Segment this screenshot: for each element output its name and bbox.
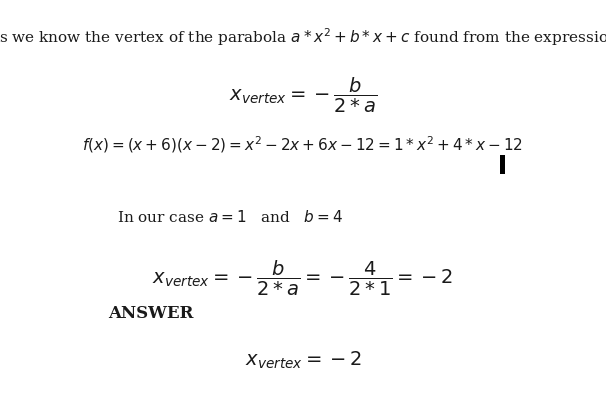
Text: $x_{vertex} = -2$: $x_{vertex} = -2$ xyxy=(245,350,361,372)
Text: ANSWER: ANSWER xyxy=(108,304,194,321)
Text: As we know the vertex of the parabola $a*x^2+b*x+c$ found from the expression: As we know the vertex of the parabola $a… xyxy=(0,26,606,48)
FancyBboxPatch shape xyxy=(500,155,505,174)
Text: $x_{vertex} = -\dfrac{b}{2*a} = -\dfrac{4}{2*1} = -2$: $x_{vertex} = -\dfrac{b}{2*a} = -\dfrac{… xyxy=(152,259,454,298)
Text: $x_{vertex} = -\dfrac{b}{2*a}$: $x_{vertex} = -\dfrac{b}{2*a}$ xyxy=(229,76,377,115)
Text: In our case $a = 1$   and   $b = 4$: In our case $a = 1$ and $b = 4$ xyxy=(118,209,343,225)
Text: $f(x) = (x+6)(x-2) = x^2 - 2x + 6x - 12 = 1*x^2+4*x-12$: $f(x) = (x+6)(x-2) = x^2 - 2x + 6x - 12 … xyxy=(82,134,524,155)
